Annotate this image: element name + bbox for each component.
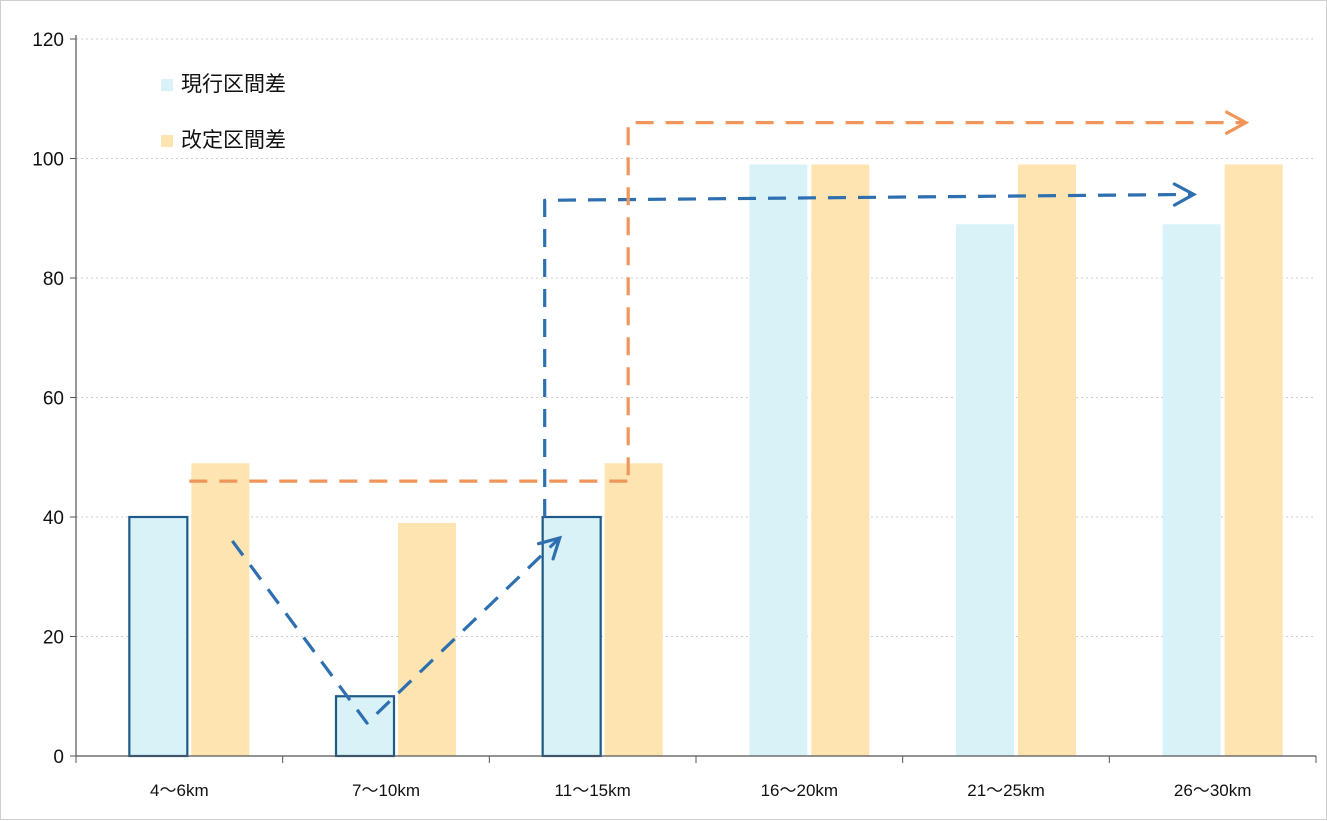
legend-label: 現行区間差 (181, 72, 286, 96)
legend-swatch (161, 135, 173, 147)
x-tick-label: 11～15km (555, 781, 631, 800)
dashed-arrow (231, 536, 561, 725)
arrowhead (1225, 110, 1250, 135)
bar-revised (604, 463, 663, 756)
x-tick-label: 7～10km (352, 781, 420, 800)
y-tick-label: 120 (32, 30, 64, 51)
annotations (189, 110, 1250, 725)
bar-revised (1224, 164, 1283, 757)
legend-swatch (161, 79, 173, 91)
bar-revised (191, 463, 250, 756)
y-tick-label: 80 (43, 269, 64, 290)
bar-revised (1018, 164, 1076, 757)
bars (128, 164, 1283, 758)
arrowhead (1172, 182, 1198, 207)
bar-current (749, 164, 808, 757)
bar-current (541, 515, 602, 758)
gridlines (76, 38, 1316, 637)
x-tick-label: 26～30km (1174, 781, 1251, 800)
y-tick-label: 100 (32, 150, 64, 171)
bar-revised (398, 522, 456, 756)
bar-current (128, 515, 189, 758)
bar-current (1162, 224, 1221, 757)
axes: 0 20 40 60 80 100 120 4～6km 7～10km 11～15km 16～20km… (32, 30, 1317, 800)
bar-revised (811, 164, 870, 757)
x-tick-label: 21～25km (967, 781, 1044, 800)
arrowhead (536, 535, 563, 561)
x-tick-label: 16～20km (761, 781, 838, 800)
y-tick-label: 0 (53, 747, 64, 768)
y-tick-label: 20 (43, 628, 64, 649)
x-tick-label: 4～6km (150, 781, 209, 800)
legend-label: 改定区間差 (181, 128, 286, 152)
dashed-arrow (543, 192, 1194, 517)
bar-current (956, 224, 1014, 757)
y-tick-label: 40 (43, 508, 64, 529)
dashed-arrow (626, 121, 1246, 476)
y-tick-label: 60 (43, 389, 64, 410)
